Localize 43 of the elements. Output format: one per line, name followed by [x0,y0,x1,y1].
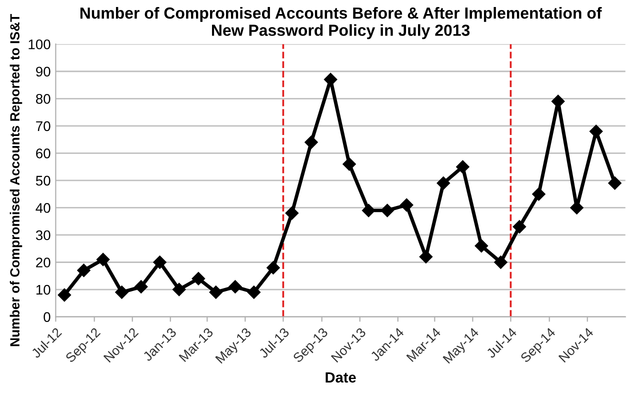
point [362,204,376,218]
y-tick-label: 90 [36,66,50,77]
point [228,280,242,294]
y-tick-label: 60 [36,148,50,158]
point [209,286,222,299]
point [380,204,394,218]
chart-title: Number of Compromised Accounts Before & After Implementation of New Password Policy in July 2013 [80,7,602,40]
point [474,239,488,252]
point [512,220,526,234]
point [436,176,450,190]
point [153,256,166,269]
point [304,136,318,149]
point [266,261,280,274]
point [115,286,128,299]
point [247,286,261,299]
y-tick-label: 30 [36,230,50,240]
point [552,94,565,108]
y-axis-title: Number of Compromised Accounts Reported to IS&T [10,14,22,346]
point [58,288,72,302]
point [570,201,584,214]
point [590,124,603,138]
y-tick-label: 100 [28,39,50,50]
point [192,272,206,286]
y-tick-label: 50 [36,176,50,186]
point [419,250,433,264]
y-tick-label: 40 [36,203,50,213]
point [608,176,622,190]
point [532,187,546,201]
y-tick-label: 20 [36,258,50,268]
y-tick-label: 0 [44,312,50,322]
point [456,160,470,174]
y-tick-label: 70 [36,121,50,132]
point [77,264,90,278]
point [494,256,508,269]
point [172,282,186,296]
y-tick-label: 80 [36,94,50,104]
point [134,280,148,294]
point [96,252,110,266]
x-axis-title: Date [326,372,356,383]
y-tick-label: 10 [36,284,50,295]
point [342,158,356,171]
point [285,206,299,220]
point [400,198,414,212]
